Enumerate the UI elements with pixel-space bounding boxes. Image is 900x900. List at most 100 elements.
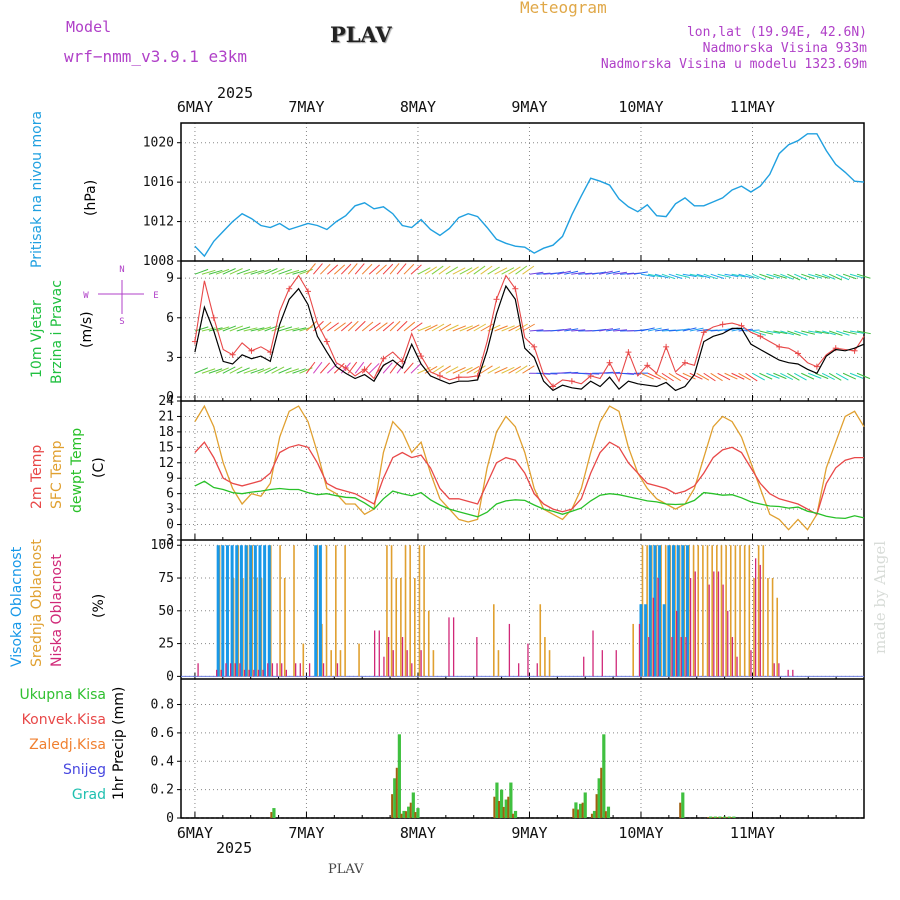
wind-arrow-2-5-121.5 [759,372,773,380]
wind-arrow-2-5-127.5 [787,372,800,381]
wind-arrow-0-5-142.5 [856,273,871,279]
wind-arrow-2-2-69 [515,365,528,374]
wind-arrow-0-2-67.5 [508,266,521,275]
precip-conv-bar-10 [507,796,510,818]
wind-arrow-1-0-21 [292,327,307,332]
precip-conv-bar-6 [414,812,417,818]
precip-bar-20 [709,816,713,818]
wind-arrow-1-5-138 [835,330,850,336]
bottom-day-label-3: 9MAY [511,824,547,842]
wind-arrow-1-5-132 [808,330,823,334]
wind-arrow-1-1-34.5 [354,320,366,332]
precip-bar-21 [713,816,717,818]
wind-arrow-0-4-118.5 [745,273,759,280]
cloud-low-title: Niska Oblacnost [49,554,65,667]
precip-bar-7 [495,782,499,818]
precip-unit: 1hr Precip (mm) [111,686,127,800]
precip-conv-bar-25 [730,817,733,818]
wind-arrow-0-2-52.5 [438,265,451,275]
wind-arrow-2-0-4.5 [215,367,229,374]
wind-arrow-0-3-85.5 [592,271,607,275]
precip-conv-bar-22 [716,817,719,818]
wind-arrow-2-2-66 [501,366,515,374]
wind-arrow-0-0-13.5 [257,268,271,275]
wind-arrow-1-2-69 [515,323,528,332]
wind-arrow-0-5-139.5 [842,273,857,280]
precip-conv-bar-14 [581,802,584,818]
wind-arrow-1-1-45 [403,321,416,332]
wind-arrow-1-2-58.5 [466,324,480,332]
wind-arrow-1-1-43.5 [396,320,408,332]
precip-bar-0 [272,808,276,818]
precip-conv-bar-21 [711,817,714,818]
precip-conv-bar-4 [405,811,408,818]
compass-west: W [83,291,89,301]
wind-arrow-2-3-78 [557,371,572,374]
wind-arrow-0-5-138 [835,273,850,281]
precip-conv-bar-2 [395,767,398,818]
ytick-label-3-2: 50 [158,604,174,619]
wind-arrow-2-4-105 [682,372,696,380]
wind-arrow-1-5-135 [822,330,836,336]
precip-conv-bar-16 [595,794,598,818]
ytick-label-1-3: 9 [166,271,174,286]
wind-arrow-1-0-10.5 [243,327,258,332]
wind-arrow-1-5-121.5 [759,330,774,335]
wind-arrow-2-1-37.5 [368,363,380,374]
product-title: Meteogram [520,0,607,17]
precip-bar-11 [513,810,518,818]
wind-arrow-1-1-28.5 [327,322,339,332]
wind-arrow-0-3-94.5 [633,271,648,275]
ytick-label-4-4: 0.8 [151,698,174,713]
wind-arrow-1-2-67.5 [508,324,522,332]
wind-arrow-0-5-127.5 [787,273,801,281]
ytick-label-1-0: 0 [166,390,174,405]
wind-arrow-1-5-123 [766,330,781,334]
compass-east: E [153,291,158,301]
wind-arrow-2-0-3 [208,368,223,374]
wind-arrow-1-0-18 [278,326,293,332]
wind-arrow-2-4-115.5 [731,372,745,380]
wind-arrow-2-2-57 [459,366,473,374]
wind-arrow-1-5-136.5 [828,330,843,336]
sfc-temp-line [194,404,865,531]
wind-arrow-1-0-12 [250,327,265,332]
wind-arrow-2-0-19.5 [285,368,299,374]
sfc-temp-title: SFC Temp [49,440,65,509]
wind-arrow-2-1-25.5 [313,361,323,374]
compass-south: S [119,317,124,327]
wind-arrow-0-5-136.5 [828,273,843,281]
wind-arrow-2-0-10.5 [243,368,258,374]
wind-arrow-1-5-133.5 [815,330,830,335]
wind-arrow-0-0-6 [222,268,236,275]
wind-arrow-2-4-109.5 [703,372,716,382]
wind-arrow-0-0-18 [278,268,292,275]
precip-conv-bar-5 [409,802,412,818]
wind-arrow-0-4-97.5 [647,273,662,278]
wind-arrow-1-1-36 [361,321,374,332]
wind-arrow-1-1-37.5 [368,322,381,332]
top-day-label-2: 8MAY [400,98,436,116]
wind-arrow-0-4-111 [710,273,725,279]
wind-arrow-1-3-78 [557,328,572,332]
bottom-day-label-4: 10MAY [618,824,663,842]
wind-arrow-1-5-130.5 [801,330,816,335]
wind-arrow-0-2-61.5 [480,265,493,275]
wind-arrow-0-2-55.5 [452,267,466,275]
wind-arrow-0-2-66 [501,267,515,275]
wind-arrow-2-3-82.5 [578,372,593,375]
wind-arrow-1-0-13.5 [257,326,272,332]
cloud-high-title: Visoka Oblacnost [9,546,25,667]
wind-arrow-0-3-78 [557,270,572,275]
precip-bar-4 [407,806,411,818]
wind-subtitle: Brzina i Pravac [49,280,65,384]
wind-arrow-2-0-9 [236,367,250,374]
precip-conv-bar-1 [391,794,394,818]
wind-arrow-2-4-102 [668,372,681,382]
wind-arrow-0-0-16.5 [271,268,285,275]
precip-bar-25 [732,816,736,818]
wind-arrow-0-5-133.5 [815,273,829,279]
legend-grad: Grad [71,787,106,803]
wind-arrow-0-1-39 [375,264,387,275]
wind-arrow-1-5-139.5 [842,330,857,335]
